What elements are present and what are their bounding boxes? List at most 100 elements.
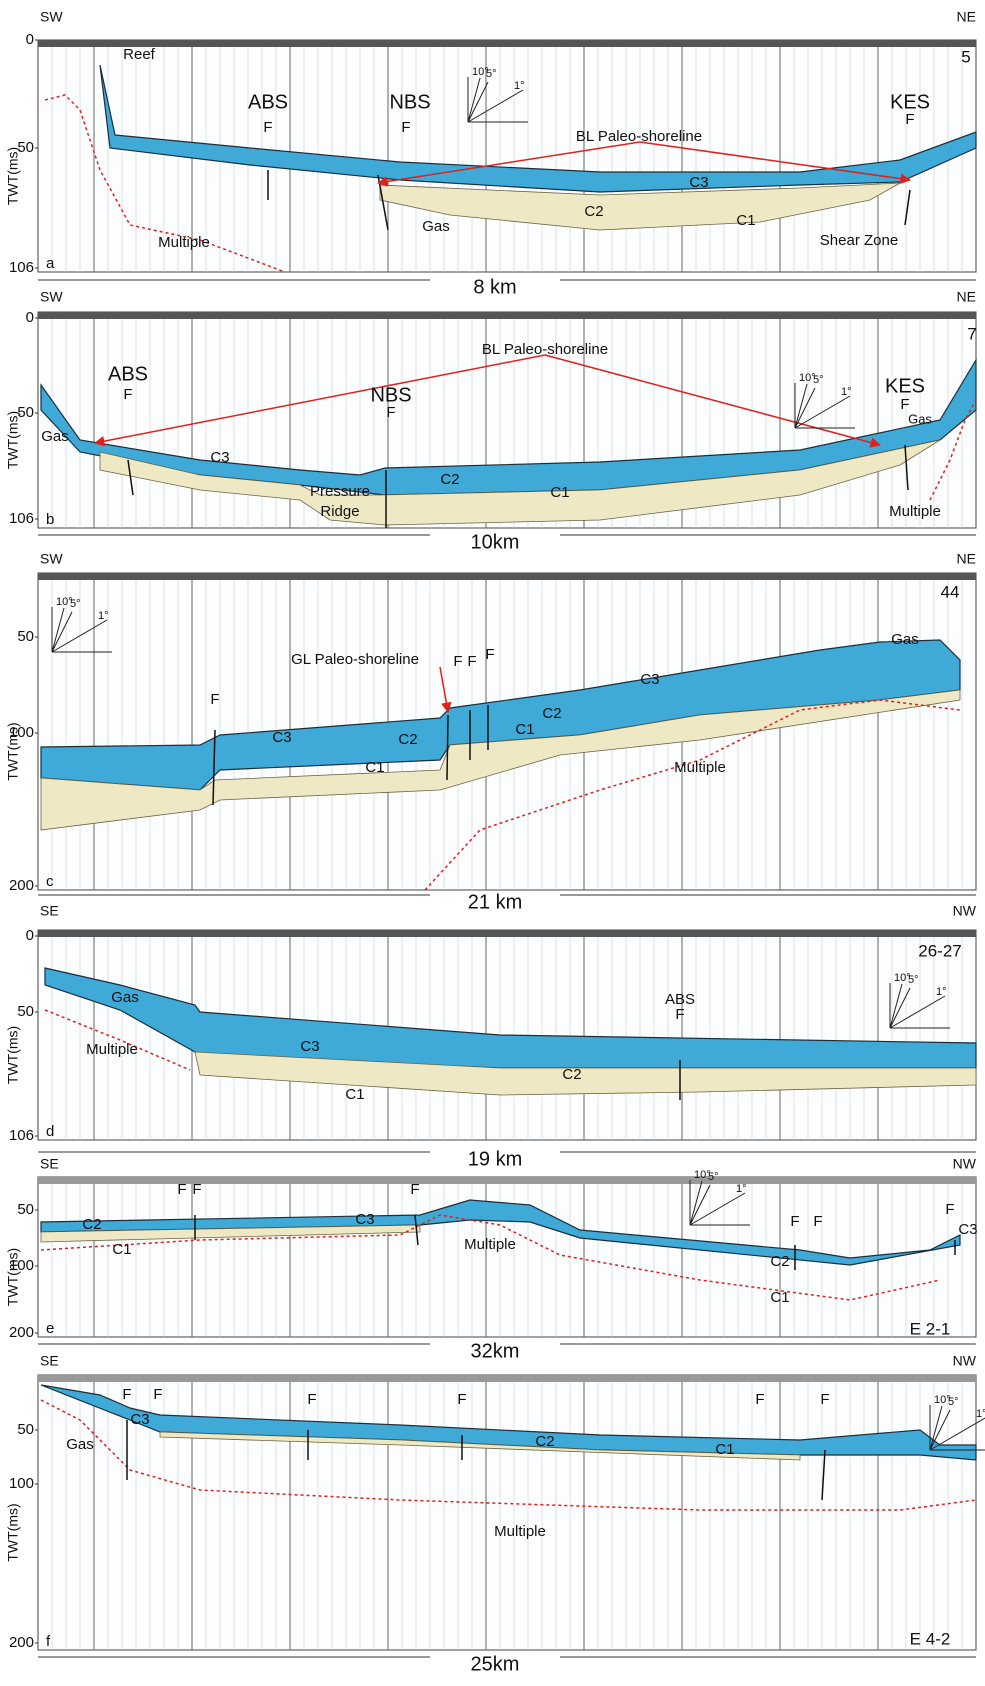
annotation: Multiple	[494, 1523, 546, 1540]
direction-left: SW	[40, 9, 63, 25]
annotation: F	[386, 404, 395, 421]
annotation: F	[263, 119, 272, 136]
annotation: C1	[736, 212, 755, 229]
annotation: C1	[365, 759, 384, 776]
scale-label: 21 km	[468, 891, 522, 913]
annotation: F	[123, 386, 132, 403]
compass-label: 1°	[514, 80, 525, 92]
y-tick-label: 106	[9, 510, 34, 527]
annotation: C2	[535, 1433, 554, 1450]
annotation: C2	[82, 1216, 101, 1233]
annotation: Multiple	[674, 759, 726, 776]
y-tick-label: 200	[9, 1634, 34, 1651]
header-strip	[38, 40, 976, 47]
line-id: 44	[941, 582, 960, 601]
header-strip	[38, 312, 976, 319]
annotation: C1	[112, 1241, 131, 1258]
y-tick-label: 50	[17, 628, 34, 645]
annotation: Ridge	[320, 503, 359, 520]
y-tick-label: 106	[9, 1127, 34, 1144]
annotation: F	[813, 1213, 822, 1230]
annotation: F	[945, 1201, 954, 1218]
annotation: F	[820, 1391, 829, 1408]
compass-label: 5°	[708, 1171, 719, 1183]
scale-label: 10km	[471, 531, 520, 553]
axis-label: TWT(ms)	[5, 1248, 21, 1306]
annotation: Gas	[111, 989, 139, 1006]
compass-label: 1°	[976, 1408, 985, 1420]
annotation: KES	[885, 375, 925, 397]
annotation: F	[122, 1386, 131, 1403]
annotation: C2	[770, 1253, 789, 1270]
annotation: Gas	[41, 428, 69, 445]
annotation: F	[485, 646, 494, 663]
line-id: 7	[967, 324, 976, 343]
scale-label: 8 km	[473, 276, 516, 298]
annotation: BL Paleo-shoreline	[576, 128, 702, 145]
figure: 10°5°1°050106TWT(ms)aSWNE58 kmReefABSFNB…	[0, 0, 985, 1681]
annotation: Shear Zone	[820, 232, 898, 249]
panel-letter: a	[46, 255, 55, 272]
annotation: C3	[355, 1211, 374, 1228]
scale-label: 25km	[471, 1653, 520, 1675]
header-strip	[38, 573, 976, 580]
y-tick-label: 200	[9, 1324, 34, 1341]
y-tick-label: 50	[17, 1201, 34, 1218]
annotation: Gas	[908, 411, 932, 426]
direction-right: NW	[953, 1156, 977, 1172]
annotation: F	[210, 691, 219, 708]
panel-letter: d	[46, 1123, 54, 1140]
compass-label: 1°	[841, 386, 852, 398]
annotation: NBS	[389, 91, 430, 113]
fault	[447, 715, 448, 780]
axis-label: TWT(ms)	[5, 722, 21, 780]
annotation: F	[453, 653, 462, 670]
y-tick-label: 100	[9, 1475, 34, 1492]
profile-panel: 10°5°1°050106TWT(ms)aSWNE58 kmReefABSFNB…	[5, 9, 976, 299]
annotation: C2	[542, 705, 561, 722]
annotation: C3	[210, 449, 229, 466]
annotation: Gas	[891, 631, 919, 648]
annotation: C1	[715, 1441, 734, 1458]
axis-label: TWT(ms)	[5, 1503, 21, 1561]
direction-left: SW	[40, 289, 63, 305]
panel-letter: b	[46, 511, 54, 528]
annotation: C2	[440, 471, 459, 488]
annotation: F	[401, 119, 410, 136]
annotation: C1	[515, 721, 534, 738]
annotation: F	[153, 1386, 162, 1403]
annotation: Multiple	[889, 503, 941, 520]
y-tick-label: 0	[26, 927, 34, 944]
annotation: NBS	[370, 384, 411, 406]
annotation: C1	[770, 1289, 789, 1306]
annotation: F	[755, 1391, 764, 1408]
profile-panel: 10°5°1°50100200TWT(ms)cSWNE4421 kmGL Pal…	[5, 551, 976, 914]
annotation: C3	[300, 1038, 319, 1055]
annotation: F	[192, 1181, 201, 1198]
panel-letter: c	[46, 873, 54, 890]
annotation: C2	[562, 1066, 581, 1083]
annotation: Gas	[66, 1436, 94, 1453]
annotation: GL Paleo-shoreline	[291, 651, 419, 668]
annotation: F	[457, 1391, 466, 1408]
scale-label: 32km	[471, 1340, 520, 1362]
panel-letter: e	[46, 1320, 54, 1337]
header-strip	[38, 930, 976, 937]
compass-label: 1°	[936, 986, 947, 998]
direction-right: NW	[953, 1353, 977, 1369]
annotation: C3	[640, 671, 659, 688]
annotation: F	[900, 396, 909, 413]
compass-label: 1°	[736, 1183, 747, 1195]
direction-left: SW	[40, 551, 63, 567]
y-tick-label: 200	[9, 877, 34, 894]
compass-label: 5°	[813, 374, 824, 386]
y-tick-label: 0	[26, 31, 34, 48]
annotation: Multiple	[464, 1236, 516, 1253]
line-id: E 4-2	[910, 1629, 951, 1648]
compass-label: 5°	[70, 598, 81, 610]
annotation: Reef	[123, 46, 156, 63]
annotation: C2	[398, 731, 417, 748]
line-id: E 2-1	[910, 1319, 951, 1338]
